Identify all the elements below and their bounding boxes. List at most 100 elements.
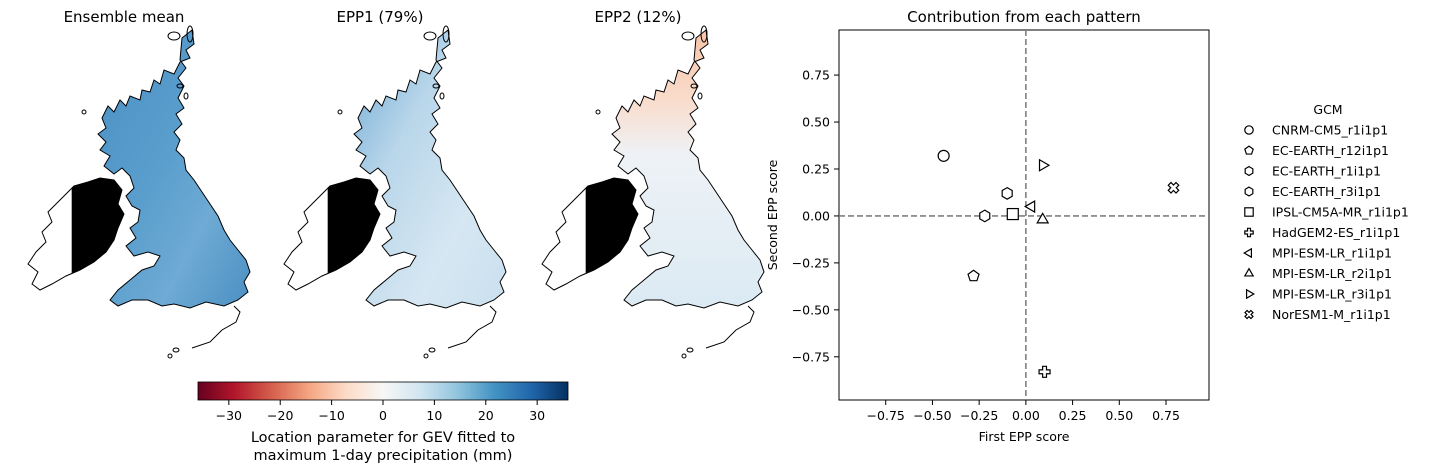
continent-coastline (191, 305, 241, 349)
island-outline (337, 109, 343, 115)
colorbar-tick-label: −10 (318, 408, 344, 423)
colorbar-tick-label: 0 (379, 408, 387, 423)
x-tick-label: 0.50 (1105, 408, 1133, 423)
y-tick-label: 0.00 (802, 208, 830, 223)
axis-ticks: −0.75 −0.50 −0.25 0.00 0.25 0.50 0.75 −0.75 −0.5… (792, 68, 1180, 423)
point-ec-earth-r1i1p1 (979, 209, 991, 223)
legend: GCM CNRM-CM5_r1i1p1 EC-EARTH_r12i1p1 EC-EA… (1242, 102, 1409, 322)
y-tick-label: −0.75 (792, 349, 830, 364)
legend-entry: HadGEM2-ES_r1i1p1 (1244, 225, 1400, 240)
legend-label: MPI-ESM-LR_r1i1p1 (1272, 246, 1392, 261)
island-outline (167, 353, 173, 359)
map-panel-mean: Ensemble mean (27, 8, 251, 359)
colorbar-gradient (197, 381, 569, 401)
legend-label: EC-EARTH_r12i1p1 (1272, 143, 1389, 158)
great-britain-outline (97, 29, 251, 309)
x-tick-label: 0.75 (1152, 408, 1180, 423)
island-outline (439, 92, 445, 100)
scatter-title: Contribution from each pattern (907, 8, 1141, 26)
island-outline (81, 109, 87, 115)
island-outline (428, 347, 436, 353)
legend-label: CNRM-CM5_r1i1p1 (1272, 123, 1388, 138)
legend-marker (1244, 207, 1254, 217)
legend-entry: IPSL-CM5A-MR_r1i1p1 (1244, 205, 1409, 220)
great-britain-outline (611, 29, 765, 309)
colorbar-tick-label: 10 (426, 408, 442, 423)
x-tick-label: −0.75 (867, 408, 905, 423)
map-title: EPP2 (12%) (595, 8, 682, 26)
point-noresm1-m-r1i1p1 (1167, 181, 1180, 194)
island-outline (167, 31, 181, 41)
colorbar-label-line1: Location parameter for GEV fitted to (251, 430, 515, 446)
point-ipsl-cm5a-mr-r1i1p1 (1006, 207, 1019, 221)
island-outline (432, 83, 440, 89)
colorbar-tick-label: −30 (216, 408, 242, 423)
colorbar-tick-label: 30 (529, 408, 545, 423)
island-outline (423, 31, 437, 41)
x-axis-label: First EPP score (979, 429, 1070, 444)
x-tick-label: 0.25 (1059, 408, 1087, 423)
legend-marker (1244, 165, 1254, 177)
legend-label: MPI-ESM-LR_r3i1p1 (1272, 287, 1392, 302)
legend-label: MPI-ESM-LR_r2i1p1 (1272, 266, 1392, 281)
map-title: EPP1 (79%) (337, 8, 424, 26)
ireland-outline (27, 177, 125, 291)
legend-marker (1243, 267, 1255, 277)
island-outline (697, 92, 703, 100)
y-tick-label: 0.50 (802, 115, 830, 130)
map-panel-epp2: EPP2 (12%) (541, 8, 765, 359)
legend-label: HadGEM2-ES_r1i1p1 (1272, 225, 1400, 240)
scatter-chart: Contribution from each pattern −0.75 −0.5… (765, 8, 1210, 444)
legend-entry: EC-EARTH_r1i1p1 (1244, 164, 1381, 179)
map-panel-epp1: EPP1 (79%) (283, 8, 507, 359)
island-outline (176, 83, 184, 89)
island-outline (423, 353, 429, 359)
continent-coastline (447, 305, 497, 349)
continent-coastline (705, 305, 755, 349)
legend-marker (1244, 145, 1254, 155)
legend-marker (1244, 125, 1254, 135)
map-panels: Ensemble mean EPP1 (79%) EPP2 (12%) (27, 8, 765, 359)
legend-label: IPSL-CM5A-MR_r1i1p1 (1272, 205, 1409, 220)
island-outline (442, 25, 450, 43)
point-mpi-esm-lr-r3i1p1 (1038, 158, 1051, 172)
point-ec-earth-r3i1p1 (1001, 186, 1013, 200)
legend-entry: CNRM-CM5_r1i1p1 (1244, 123, 1388, 138)
ireland-outline (283, 177, 381, 291)
legend-label: NorESM1-M_r1i1p1 (1272, 307, 1391, 322)
point-mpi-esm-lr-r2i1p1 (1036, 212, 1050, 224)
legend-entry: EC-EARTH_r12i1p1 (1244, 143, 1389, 158)
colorbar-tick-label: 20 (478, 408, 494, 423)
plot-frame (838, 29, 1210, 401)
legend-label: EC-EARTH_r3i1p1 (1272, 184, 1381, 199)
point-hadgem2-es-r1i1p1 (1038, 365, 1051, 378)
legend-items: CNRM-CM5_r1i1p1 EC-EARTH_r12i1p1 EC-EARTH_… (1242, 123, 1409, 322)
legend-label: EC-EARTH_r1i1p1 (1272, 164, 1381, 179)
reference-lines (839, 30, 1209, 400)
legend-entry: MPI-ESM-LR_r2i1p1 (1243, 266, 1392, 281)
legend-entry: NorESM1-M_r1i1p1 (1244, 307, 1391, 322)
x-tick-label: −0.50 (913, 408, 951, 423)
island-outline (681, 353, 687, 359)
point-ec-earth-r12i1p1 (967, 269, 980, 282)
legend-marker (1244, 227, 1254, 238)
colorbar: −30 −20 −10 0 10 20 30 Location parameter for … (197, 381, 569, 464)
great-britain-outline (353, 29, 507, 309)
x-tick-label: 0.00 (1012, 408, 1040, 423)
legend-marker (1245, 288, 1256, 300)
legend-entry: EC-EARTH_r3i1p1 (1244, 184, 1381, 199)
colorbar-label-line2: maximum 1-day precipitation (mm) (254, 448, 513, 464)
point-cnrm-cm5-r1i1p1 (937, 149, 950, 162)
map-title: Ensemble mean (64, 8, 185, 26)
y-tick-label: −0.25 (792, 255, 830, 270)
legend-entry: MPI-ESM-LR_r1i1p1 (1242, 246, 1392, 261)
island-outline (186, 25, 194, 43)
island-outline (681, 31, 695, 41)
legend-marker (1242, 247, 1253, 259)
legend-entry: MPI-ESM-LR_r3i1p1 (1245, 287, 1392, 302)
legend-marker (1244, 309, 1254, 320)
y-axis-label: Second EPP score (765, 159, 780, 270)
island-outline (595, 109, 601, 115)
y-tick-label: −0.50 (792, 302, 830, 317)
